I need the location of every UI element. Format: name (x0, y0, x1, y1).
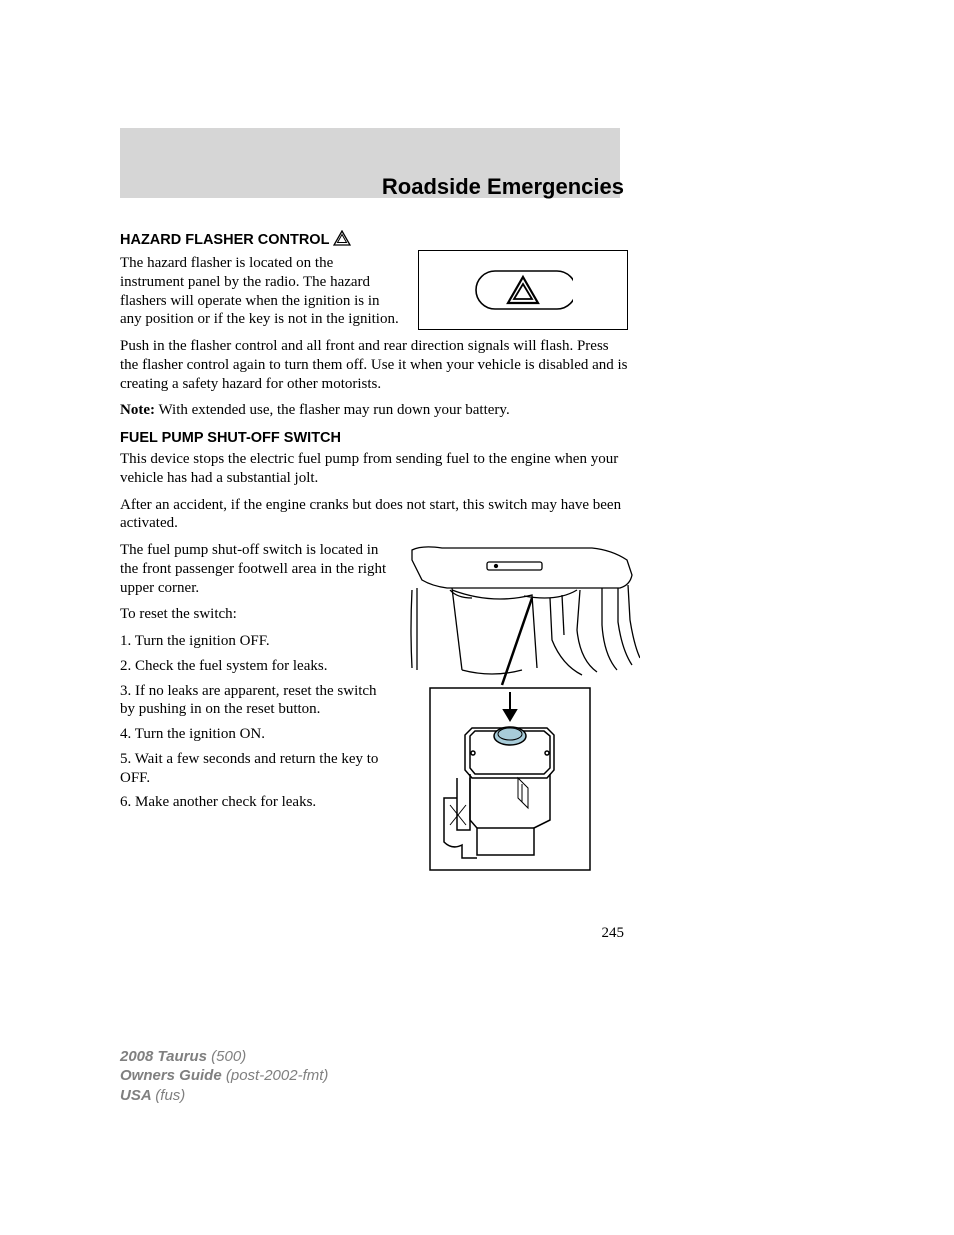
footer-model: 2008 Taurus (120, 1048, 211, 1065)
reset-step-1: 1. Turn the ignition OFF. (120, 632, 390, 651)
footer-line-2: Owners Guide (post-2002-fmt) (120, 1066, 328, 1086)
hazard-button-icon (473, 267, 573, 313)
fuel-p2: After an accident, if the engine cranks … (120, 496, 630, 534)
fuel-p3: The fuel pump shut-off switch is located… (120, 541, 390, 597)
reset-label: To reset the switch: (120, 605, 390, 624)
footer-guide: Owners Guide (120, 1067, 226, 1084)
hazard-p1: The hazard flasher is located on the ins… (120, 254, 400, 329)
footer-line-1: 2008 Taurus (500) (120, 1047, 328, 1067)
footer-region: USA (120, 1087, 155, 1104)
note-text: With extended use, the flasher may run d… (155, 402, 510, 418)
footer-line-3: USA (fus) (120, 1086, 328, 1106)
reset-step-4: 4. Turn the ignition ON. (120, 725, 390, 744)
warning-triangle-icon (333, 230, 351, 250)
heading-text: HAZARD FLASHER CONTROL (120, 232, 329, 248)
hazard-flasher-figure (418, 250, 628, 330)
footer-model-code: (500) (211, 1048, 246, 1065)
hazard-flasher-heading: HAZARD FLASHER CONTROL (120, 230, 630, 250)
footer: 2008 Taurus (500) Owners Guide (post-200… (120, 1047, 328, 1106)
fuel-pump-diagram (402, 540, 632, 870)
chapter-title: Roadside Emergencies (382, 174, 624, 200)
fuel-pump-heading: FUEL PUMP SHUT-OFF SWITCH (120, 430, 630, 446)
hazard-p2: Push in the flasher control and all fron… (120, 337, 630, 393)
fuel-p1: This device stops the electric fuel pump… (120, 450, 630, 488)
page-number: 245 (602, 925, 625, 942)
heading-text: FUEL PUMP SHUT-OFF SWITCH (120, 430, 341, 446)
footer-region-code: (fus) (155, 1087, 185, 1104)
note-label: Note: (120, 402, 155, 418)
hazard-note: Note: With extended use, the flasher may… (120, 401, 630, 420)
reset-step-6: 6. Make another check for leaks. (120, 793, 390, 812)
reset-step-3: 3. If no leaks are apparent, reset the s… (120, 682, 390, 720)
footer-guide-fmt: (post-2002-fmt) (226, 1067, 329, 1084)
reset-step-2: 2. Check the fuel system for leaks. (120, 657, 390, 676)
reset-step-5: 5. Wait a few seconds and return the key… (120, 750, 390, 788)
